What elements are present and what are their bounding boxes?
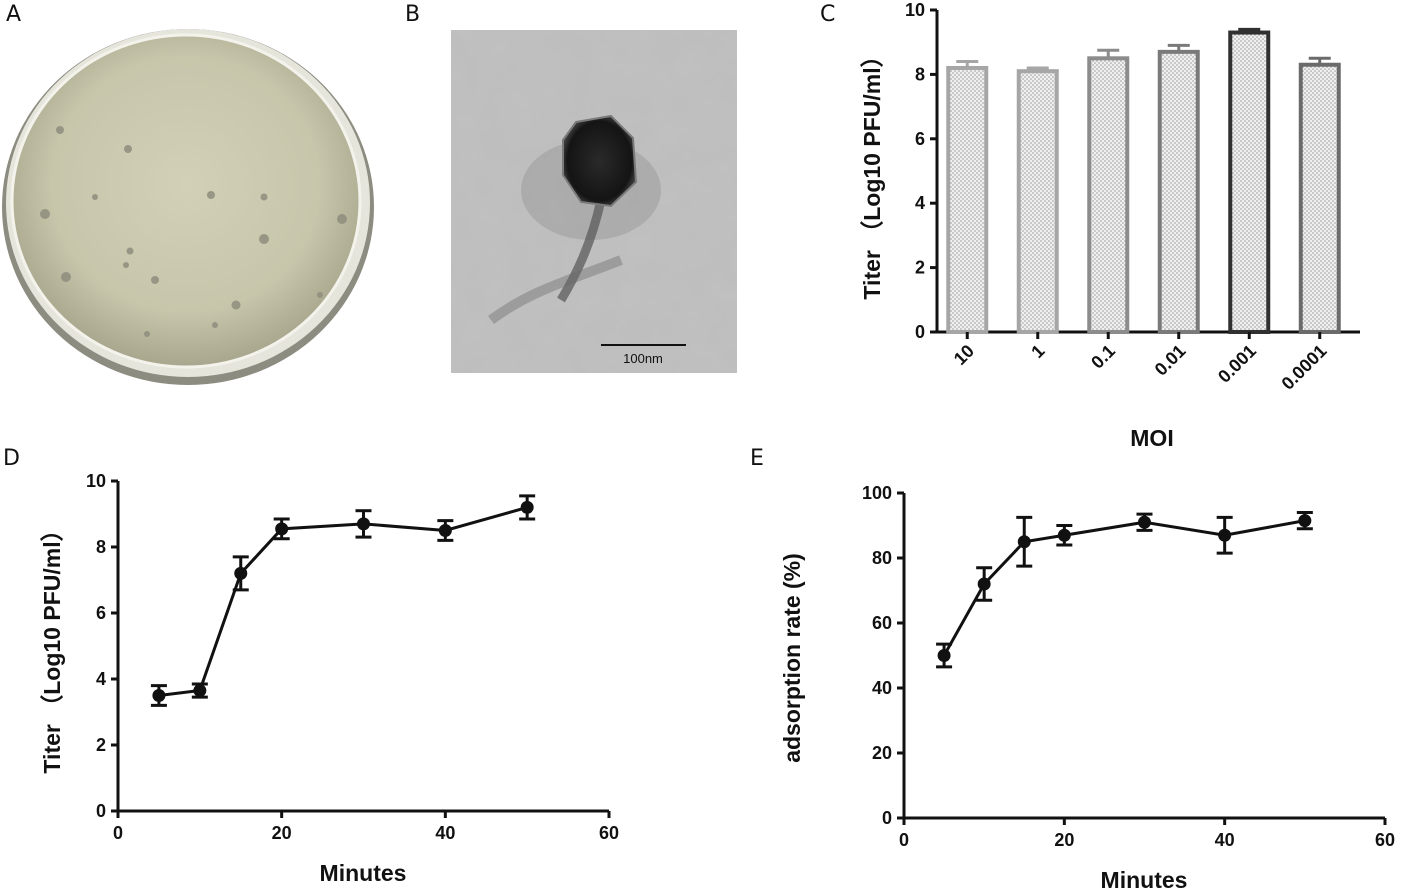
chart-c-xtick-label-4: 0.001 [1214, 341, 1260, 387]
chart-d-ylabel: Titer （Log10 PFU/ml） [39, 518, 65, 773]
chart-d-point-3 [275, 522, 289, 536]
chart-c-ytick-label-3: 6 [915, 129, 925, 149]
chart-d-point-2 [234, 566, 248, 580]
chart-e-point-3 [1057, 528, 1071, 542]
chart-d-xtick-label-1: 20 [272, 823, 292, 843]
chart-c-bar-1 [1016, 69, 1059, 335]
chart-e-series-line [942, 519, 1306, 657]
panel-label-c: C [820, 2, 836, 27]
petri-dish-photo [2, 29, 374, 385]
chart-d-ytick-label-4: 8 [96, 537, 106, 557]
chart-d-xtick-label-3: 60 [599, 823, 619, 843]
chart-e-point-4 [1138, 515, 1151, 529]
chart-e-xtick-label-1: 20 [1054, 830, 1074, 850]
chart-c-bar-5 [1298, 62, 1341, 335]
chart-c-bar-4 [1228, 30, 1271, 334]
chart-d-point-6 [520, 500, 534, 514]
chart-d-point-0 [152, 689, 166, 702]
panel-label-a: A [6, 2, 22, 27]
chart-c-xtick-label-0: 10 [950, 341, 978, 369]
chart-d-ytick-label-5: 10 [86, 471, 106, 491]
chart-d-ytick-label-0: 0 [96, 801, 106, 821]
chart-e-ytick-label-5: 100 [862, 483, 892, 503]
panel-label-e: E [750, 446, 764, 471]
chart-c-ylabel: Titer （Log10 PFU/ml） [859, 44, 885, 299]
chart-c-ytick-label-2: 4 [915, 193, 925, 213]
chart-c-ytick-label-4: 8 [915, 64, 925, 84]
chart-e-xtick-label-3: 60 [1375, 830, 1395, 850]
chart-e-ytick-label-1: 20 [872, 743, 892, 763]
chart-e-ytick-label-2: 40 [872, 678, 892, 698]
chart-c-ytick-label-5: 10 [905, 0, 925, 20]
chart-e-point-5 [1218, 528, 1232, 542]
panel-label-b: B [405, 2, 421, 27]
chart-d-xtick-label-0: 0 [113, 823, 123, 843]
chart-c-bar-3 [1157, 49, 1200, 335]
chart-c-xtick-label-1: 1 [1027, 341, 1048, 362]
titer-time-line-chart: Titer （Log10 PFU/ml） Minutes 0 2 4 6 8 10 0 20 4… [39, 471, 619, 886]
chart-e-point-0 [937, 649, 951, 662]
chart-c-bar-0 [946, 65, 989, 335]
chart-e-point-1 [977, 577, 991, 591]
chart-d-ytick-label-3: 6 [96, 603, 106, 623]
chart-c-xtick-label-5: 0.0001 [1278, 341, 1331, 394]
chart-d-ytick-label-1: 2 [96, 735, 106, 755]
chart-d-ytick-label-2: 4 [96, 669, 106, 689]
chart-d-xtick-label-2: 40 [435, 823, 455, 843]
chart-d-xlabel: Minutes [320, 860, 407, 886]
electron-micrograph: 100nm [451, 30, 737, 373]
chart-d-point-4 [357, 517, 370, 531]
chart-c-ytick-label-0: 0 [915, 322, 925, 342]
adsorption-rate-line-chart: adsorption rate (%) Minutes 0 20 40 60 80 100… [779, 483, 1395, 891]
chart-c-xlabel: MOI [1130, 425, 1173, 451]
chart-e-ytick-label-0: 0 [882, 808, 892, 828]
chart-c-xtick-label-3: 0.01 [1151, 341, 1190, 380]
chart-d-point-5 [438, 524, 452, 537]
chart-e-xtick-label-2: 40 [1215, 830, 1235, 850]
chart-e-ytick-label-4: 80 [872, 548, 892, 568]
chart-e-ytick-label-3: 60 [872, 613, 892, 633]
moi-titer-bar-chart: Titer （Log10 PFU/ml） MOI 0 2 4 6 8 10 10 1 0.1 0.… [859, 0, 1360, 451]
chart-c-xtick-label-2: 0.1 [1087, 341, 1119, 373]
chart-e-xtick-label-0: 0 [899, 830, 909, 850]
chart-c-ytick-label-1: 2 [915, 258, 925, 278]
chart-d-point-1 [193, 684, 207, 698]
chart-d-series-line [158, 505, 528, 697]
chart-e-point-6 [1298, 514, 1312, 528]
chart-e-xlabel: Minutes [1101, 867, 1188, 891]
panel-label-d: D [3, 446, 20, 471]
chart-e-point-2 [1017, 535, 1031, 549]
scale-bar-label: 100nm [623, 351, 663, 366]
chart-e-ylabel: adsorption rate (%) [779, 553, 805, 763]
chart-c-bar-2 [1087, 56, 1130, 335]
